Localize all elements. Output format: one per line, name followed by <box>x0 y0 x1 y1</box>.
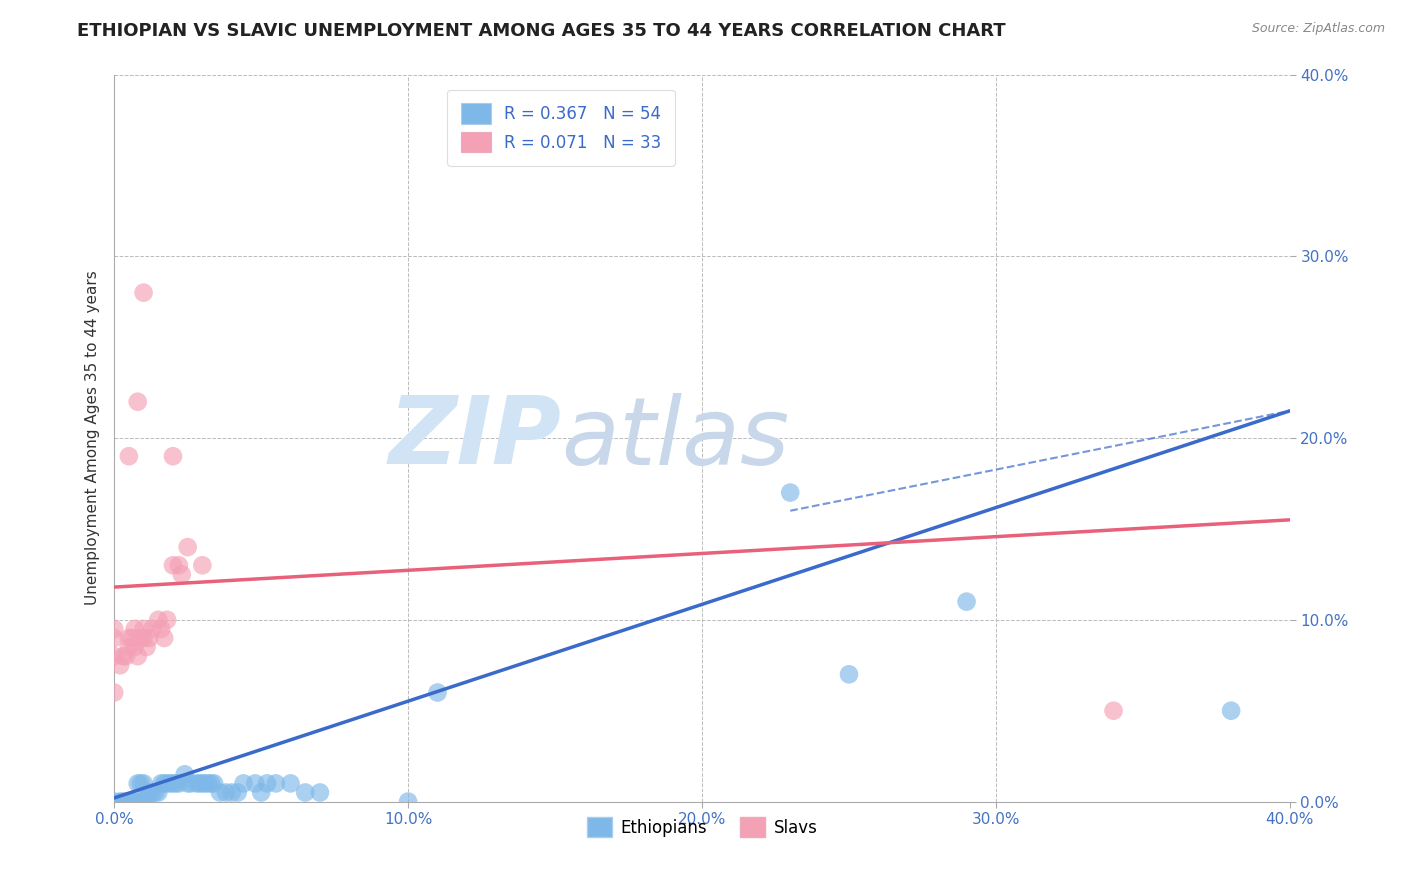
Point <box>135 795 157 809</box>
Y-axis label: Unemployment Among Ages 35 to 44 years: Unemployment Among Ages 35 to 44 years <box>86 270 100 606</box>
Point <box>132 795 155 809</box>
Point <box>167 776 190 790</box>
Point <box>148 613 170 627</box>
Point <box>208 785 231 799</box>
Point <box>141 785 163 799</box>
Point <box>396 795 419 809</box>
Point <box>191 558 214 573</box>
Point <box>111 649 134 664</box>
Point <box>170 567 193 582</box>
Point <box>103 631 125 645</box>
Point <box>115 649 138 664</box>
Point <box>111 795 134 809</box>
Point <box>132 776 155 790</box>
Text: ZIP: ZIP <box>388 392 561 484</box>
Point <box>232 776 254 790</box>
Point <box>118 631 141 645</box>
Point <box>129 776 152 790</box>
Point <box>118 640 141 654</box>
Point <box>426 685 449 699</box>
Point <box>280 776 302 790</box>
Point <box>127 649 149 664</box>
Point <box>153 631 176 645</box>
Point <box>138 785 160 799</box>
Point <box>156 776 179 790</box>
Point <box>221 785 243 799</box>
Point <box>202 776 225 790</box>
Point <box>143 785 166 799</box>
Point <box>159 776 181 790</box>
Point <box>250 785 273 799</box>
Point <box>118 449 141 463</box>
Point <box>129 631 152 645</box>
Point <box>103 795 125 809</box>
Legend: Ethiopians, Slavs: Ethiopians, Slavs <box>581 811 824 844</box>
Point <box>118 795 141 809</box>
Point <box>167 558 190 573</box>
Point <box>118 795 141 809</box>
Point <box>127 776 149 790</box>
Point <box>162 558 184 573</box>
Point <box>115 795 138 809</box>
Point <box>294 785 316 799</box>
Point <box>103 622 125 636</box>
Point <box>132 622 155 636</box>
Point <box>150 622 173 636</box>
Point <box>162 449 184 463</box>
Point <box>779 485 801 500</box>
Point <box>186 776 208 790</box>
Point <box>127 795 149 809</box>
Point <box>162 776 184 790</box>
Point <box>197 776 219 790</box>
Text: atlas: atlas <box>561 392 789 483</box>
Point <box>191 776 214 790</box>
Point <box>121 795 143 809</box>
Point <box>180 776 202 790</box>
Point <box>148 785 170 799</box>
Point <box>103 649 125 664</box>
Point <box>226 785 249 799</box>
Point <box>955 594 977 608</box>
Point <box>129 795 152 809</box>
Point <box>256 776 278 790</box>
Point <box>176 540 198 554</box>
Point <box>153 776 176 790</box>
Point <box>215 785 238 799</box>
Point <box>165 776 187 790</box>
Point <box>1102 704 1125 718</box>
Point <box>309 785 332 799</box>
Point <box>132 285 155 300</box>
Point <box>838 667 860 681</box>
Point <box>121 631 143 645</box>
Point <box>108 795 131 809</box>
Point <box>176 776 198 790</box>
Point <box>200 776 222 790</box>
Point <box>156 613 179 627</box>
Point <box>135 640 157 654</box>
Point <box>103 685 125 699</box>
Point <box>1220 704 1243 718</box>
Text: Source: ZipAtlas.com: Source: ZipAtlas.com <box>1251 22 1385 36</box>
Point <box>245 776 267 790</box>
Point <box>188 776 211 790</box>
Point <box>124 795 146 809</box>
Point <box>108 658 131 673</box>
Point <box>173 767 195 781</box>
Point <box>124 622 146 636</box>
Point <box>127 394 149 409</box>
Point <box>150 776 173 790</box>
Text: ETHIOPIAN VS SLAVIC UNEMPLOYMENT AMONG AGES 35 TO 44 YEARS CORRELATION CHART: ETHIOPIAN VS SLAVIC UNEMPLOYMENT AMONG A… <box>77 22 1005 40</box>
Point <box>124 640 146 654</box>
Point <box>264 776 287 790</box>
Point <box>194 776 217 790</box>
Point <box>132 631 155 645</box>
Point <box>138 631 160 645</box>
Point <box>141 622 163 636</box>
